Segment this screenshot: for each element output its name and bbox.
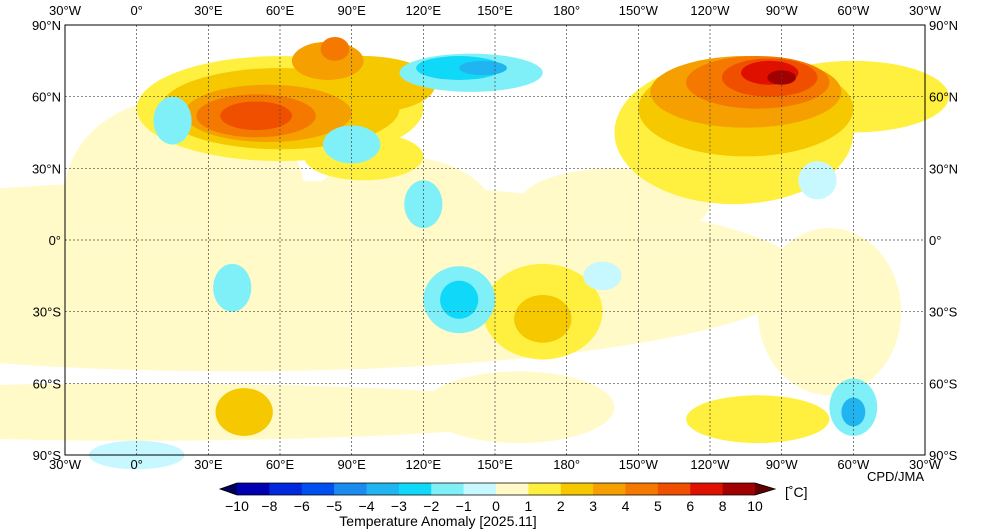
longitude-label: 60°E (266, 457, 295, 472)
colorbar-tick-label: 0 (492, 498, 500, 514)
colorbar-tick-label: 4 (622, 498, 630, 514)
colorbar-tick-label: −10 (225, 498, 249, 514)
colorbar-segment (269, 483, 303, 495)
colorbar-segment (496, 483, 529, 495)
longitude-label: 150°W (619, 457, 659, 472)
longitude-label: 30°W (909, 3, 942, 18)
latitude-label: 0° (49, 233, 61, 248)
anomaly-region (0, 383, 567, 441)
colorbar-tick-label: 6 (686, 498, 694, 514)
longitude-label: 0° (130, 3, 142, 18)
anomaly-region (404, 180, 443, 229)
latitude-label: 60°N (929, 90, 958, 105)
latitude-label: 60°S (929, 376, 958, 391)
anomaly-region (459, 60, 507, 76)
longitude-label: 120°E (406, 3, 442, 18)
colorbar-segment (528, 483, 562, 495)
longitude-label: 30°W (49, 457, 82, 472)
colorbar-tick-label: 3 (589, 498, 597, 514)
credit-label: CPD/JMA (867, 469, 924, 484)
colorbar-segment (560, 483, 594, 495)
colorbar-segment (301, 483, 335, 495)
anomaly-region (213, 263, 252, 312)
longitude-label: 120°W (690, 3, 730, 18)
latitude-label: 60°S (33, 376, 62, 391)
longitude-label: 150°E (477, 3, 513, 18)
latitude-label: 60°N (32, 90, 61, 105)
anomaly-region (686, 395, 830, 444)
anomaly-region (215, 388, 273, 436)
anomaly-region (323, 125, 381, 164)
anomaly-region (220, 101, 292, 131)
colorbar-segment (431, 483, 465, 495)
anomaly-region (841, 397, 866, 427)
longitude-label: 120°W (690, 457, 730, 472)
colorbar-segment (625, 483, 659, 495)
anomaly-region (583, 261, 622, 291)
colorbar-segment (657, 483, 691, 495)
colorbar-min-triangle (220, 483, 237, 495)
colorbar-unit: [˚C] (785, 484, 808, 500)
colorbar-tick-label: 10 (747, 498, 763, 514)
colorbar-tick-label: 5 (654, 498, 662, 514)
anomaly-region (440, 280, 479, 319)
colorbar-segment (690, 483, 724, 495)
anomaly-region (153, 96, 192, 145)
longitude-label: 0° (130, 457, 142, 472)
colorbar-segment (463, 483, 497, 495)
latitude-label: 30°N (929, 161, 958, 176)
anomaly-region (320, 36, 350, 61)
longitude-label: 60°W (837, 457, 870, 472)
longitude-label: 90°E (337, 457, 366, 472)
longitude-label: 90°E (337, 3, 366, 18)
longitude-label: 90°W (766, 3, 799, 18)
colorbar-segment (334, 483, 367, 495)
colorbar-segment (593, 483, 626, 495)
colorbar-tick-label: −5 (326, 498, 342, 514)
latitude-label: 90°S (929, 448, 958, 463)
latitude-label: 30°S (929, 305, 958, 320)
longitude-label: 120°E (406, 457, 442, 472)
longitude-label: 90°W (766, 457, 799, 472)
colorbar-tick-label: −8 (261, 498, 277, 514)
latitude-label: 90°N (32, 18, 61, 33)
latitude-label: 30°N (32, 161, 61, 176)
longitude-label: 30°W (909, 457, 942, 472)
longitude-label: 180° (553, 457, 580, 472)
colorbar-tick-label: −3 (391, 498, 407, 514)
colorbar-segment (398, 483, 432, 495)
longitude-label: 60°W (837, 3, 870, 18)
colorbar-tick-label: −4 (359, 498, 375, 514)
colorbar-tick-label: 2 (557, 498, 565, 514)
anomaly-shading (0, 36, 949, 470)
colorbar-segment (722, 483, 756, 495)
colorbar-tick-label: 1 (524, 498, 532, 514)
latitude-label: 0° (929, 233, 941, 248)
longitude-label: 30°W (49, 3, 82, 18)
map-frame (64, 24, 926, 456)
longitude-label: 180° (553, 3, 580, 18)
longitude-label: 150°W (619, 3, 659, 18)
longitude-label: 150°E (477, 457, 513, 472)
longitude-label: 30°E (194, 3, 223, 18)
colorbar-tick-label: −2 (423, 498, 439, 514)
latitude-label: 30°S (33, 305, 62, 320)
graticule (65, 25, 925, 455)
colorbar-tick-label: −6 (294, 498, 310, 514)
latitude-label: 90°N (929, 18, 958, 33)
colorbar: −10 −8 −6 −5 −4 −3 −2 −1 0 1 2 3 4 5 6 8 10 (218, 482, 777, 514)
colorbar-max-triangle (755, 483, 775, 495)
longitude-label: 30°E (194, 457, 223, 472)
anomaly-region (423, 371, 615, 444)
anomaly-region (514, 294, 572, 343)
anomaly-region (798, 161, 837, 200)
colorbar-title: Temperature Anomaly [2025.11] (339, 513, 536, 529)
latitude-label: 90°S (33, 448, 62, 463)
colorbar-segment (237, 483, 270, 495)
colorbar-segment (366, 483, 400, 495)
longitude-label: 60°E (266, 3, 295, 18)
colorbar-tick-label: −1 (456, 498, 472, 514)
colorbar-tick-label: 8 (719, 498, 727, 514)
